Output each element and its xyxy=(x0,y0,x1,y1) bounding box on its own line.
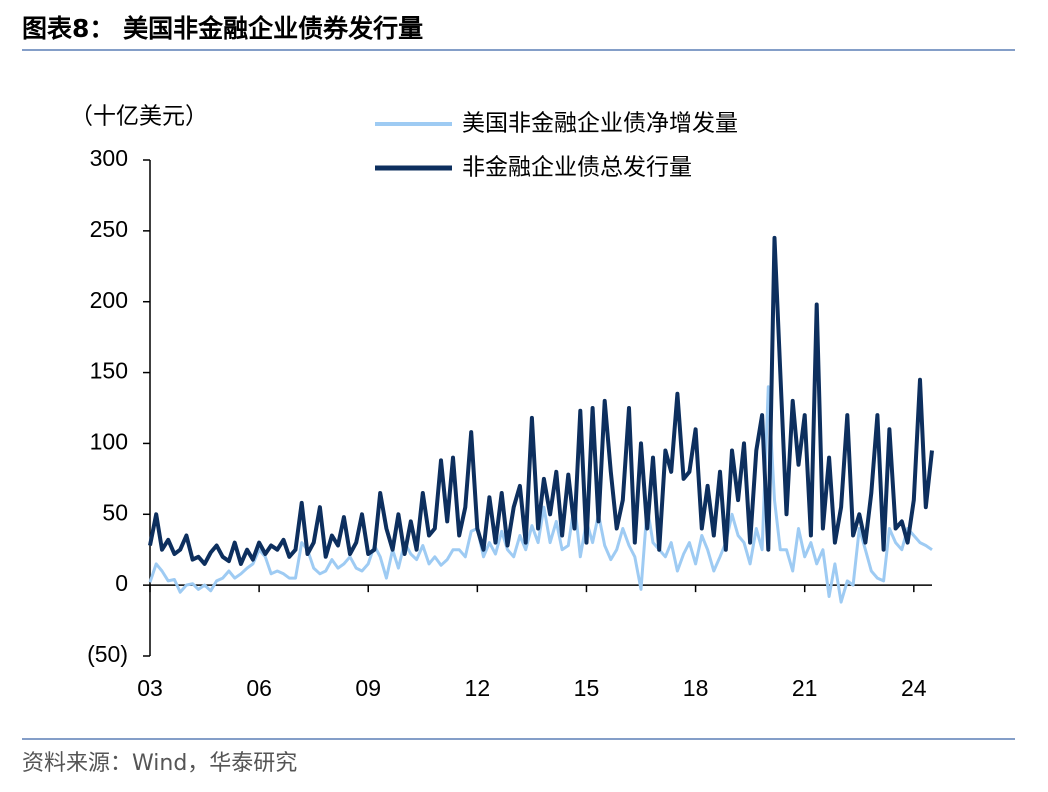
x-tick-label: 15 xyxy=(574,675,600,701)
legend-label: 非金融企业债总发行量 xyxy=(462,155,692,181)
chart-title: 图表8： 美国非金融企业债券发行量 xyxy=(22,14,423,43)
series-line xyxy=(148,235,934,566)
y-tick-label: 100 xyxy=(90,429,128,455)
y-tick-label: 50 xyxy=(102,499,128,525)
y-tick-label: 200 xyxy=(90,287,128,313)
x-tick-label: 09 xyxy=(355,675,381,701)
y-tick-label: 0 xyxy=(115,570,128,596)
y-tick-label: (50) xyxy=(87,641,128,667)
x-tick-label: 18 xyxy=(683,675,709,701)
y-tick-label: 300 xyxy=(90,145,128,171)
y-tick-label: 250 xyxy=(90,216,128,242)
legend-label: 美国非金融企业债净增发量 xyxy=(462,111,738,137)
x-tick-label: 21 xyxy=(792,675,818,701)
series-line xyxy=(148,385,933,604)
y-tick-label: 150 xyxy=(90,358,128,384)
x-tick-label: 03 xyxy=(137,675,163,701)
x-tick-label: 12 xyxy=(465,675,491,701)
source: 资料来源：Wind，华泰研究 xyxy=(22,751,297,776)
x-tick-label: 06 xyxy=(246,675,272,701)
x-tick-label: 24 xyxy=(901,675,927,701)
y-axis-label: （十亿美元） xyxy=(70,104,208,130)
